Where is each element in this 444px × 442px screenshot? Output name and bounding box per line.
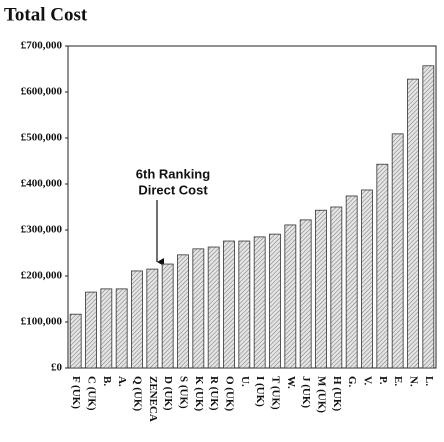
annotation: 6th Ranking (136, 166, 210, 181)
bar (253, 236, 266, 369)
y-tick-label: £400,000 (21, 178, 63, 190)
y-tick-label: £0 (51, 362, 63, 374)
bar (238, 240, 251, 369)
x-tick-label: ZENECA (147, 376, 159, 422)
x-tick-label: T (UK) (269, 376, 281, 410)
x-tick-label: U. (239, 376, 251, 387)
x-tick-label: J (UK) (300, 376, 312, 408)
x-tick-label: C (UK) (85, 376, 97, 411)
y-tick-label: £600,000 (21, 86, 63, 98)
x-tick-label: A. (116, 376, 128, 387)
bar (177, 254, 189, 369)
x-tick-label: M (UK) (315, 376, 327, 413)
bar (85, 291, 97, 369)
bar (223, 240, 235, 369)
bar (131, 270, 143, 369)
x-tick-label: R (UK) (208, 376, 220, 411)
y-tick-label: £300,000 (21, 224, 63, 236)
annotation: Direct Cost (138, 182, 208, 197)
chart-title: Total Cost (4, 4, 88, 25)
bar (192, 248, 205, 369)
x-tick-label: O (UK) (223, 376, 235, 411)
bar (207, 246, 220, 369)
x-tick-label: W. (285, 376, 297, 389)
x-tick-label: K (UK) (193, 376, 205, 411)
x-tick-label: I (UK) (254, 376, 266, 407)
x-tick-label: L. (423, 376, 435, 386)
bar (100, 288, 113, 369)
bar (330, 206, 343, 369)
bar (115, 288, 128, 369)
x-tick-label: V. (361, 376, 373, 386)
bar (69, 313, 82, 369)
bar (345, 195, 358, 369)
y-tick-label: £500,000 (21, 132, 63, 144)
x-tick-label: F (UK) (70, 376, 82, 409)
y-tick-label: £100,000 (21, 316, 63, 328)
bar (161, 263, 174, 369)
bar (391, 133, 404, 369)
bar (422, 65, 435, 369)
x-tick-label: N. (407, 376, 419, 387)
bar (376, 163, 389, 369)
bar (315, 209, 327, 369)
bar (284, 224, 297, 369)
x-tick-label: Q (UK) (131, 376, 143, 411)
bar (407, 78, 419, 369)
x-tick-label: G. (346, 376, 358, 388)
x-tick-label: S (UK) (177, 376, 189, 409)
x-tick-label: D (UK) (162, 376, 174, 411)
plot-frame (67, 45, 437, 369)
bar (299, 219, 312, 369)
bar (361, 189, 373, 369)
x-tick-label: E. (392, 376, 404, 386)
x-tick-label: B. (101, 376, 113, 386)
bar (146, 268, 159, 369)
x-tick-label: P. (377, 376, 389, 385)
y-tick-label: £700,000 (21, 40, 63, 52)
y-tick-label: £200,000 (21, 270, 63, 282)
bar (269, 233, 281, 369)
x-tick-label: H (UK) (331, 376, 343, 411)
